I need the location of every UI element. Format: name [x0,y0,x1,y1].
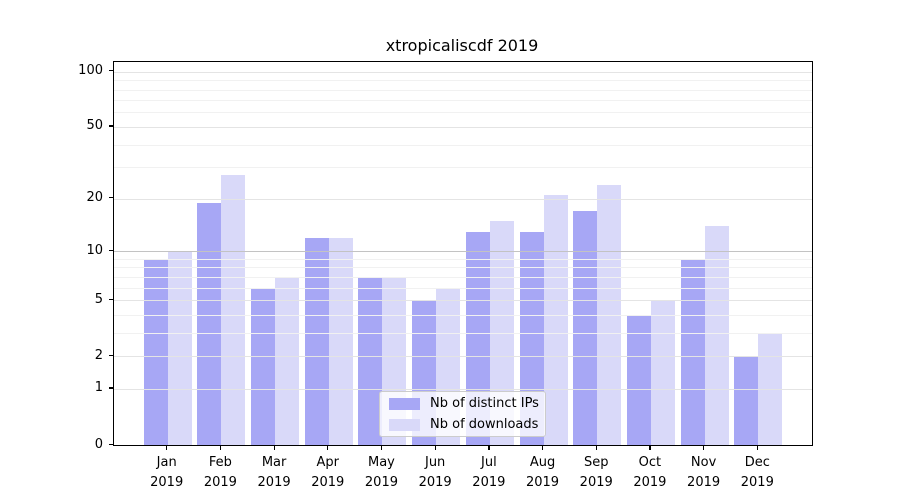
bar-distinct-ips-apr [304,237,329,445]
x-tick-label-mar: Mar 2019 [257,455,291,490]
x-tick-label-sep: Sep 2019 [579,455,613,490]
y-tick-label-10: 10 [86,242,103,258]
legend-label-distinct-ips: Nb of distinct IPs [430,396,539,411]
x-tick-mark-jul [488,445,490,450]
gridline-y-3 [114,332,812,334]
bar-downloads-nov [704,225,729,445]
gridline-y-90 [114,80,812,82]
y-tick-mark-1 [109,387,113,389]
x-tick-label-may: May 2019 [364,455,398,490]
y-tick-label-0: 0 [94,436,103,452]
gridline-y-60 [114,112,812,114]
bar-downloads-mar [275,276,300,445]
x-tick-mark-jan [166,445,168,450]
y-tick-mark-20 [109,197,113,199]
legend: Nb of distinct IPs Nb of downloads [379,391,546,437]
x-tick-mark-sep [595,445,597,450]
plot-area [113,61,813,446]
gridline-y-70 [114,100,812,102]
x-tick-mark-may [380,445,383,450]
gridline-y-30 [114,167,812,169]
bar-downloads-aug [543,194,568,445]
x-tick-mark-jun [434,445,436,450]
x-tick-mark-nov [703,445,705,450]
x-tick-label-aug: Aug 2019 [525,455,560,490]
y-tick-mark-100 [109,70,113,72]
bar-distinct-ips-sep [573,211,598,445]
gridline-y-50 [114,126,812,128]
bar-distinct-ips-may [358,276,383,445]
gridline-y-1 [114,388,812,390]
y-tick-mark-5 [109,298,113,300]
y-tick-mark-50 [109,125,113,127]
bar-distinct-ips-mar [251,287,276,445]
x-tick-label-apr: Apr 2019 [311,455,345,490]
bar-downloads-feb [221,175,246,445]
gridline-y-2 [114,356,812,358]
bar-distinct-ips-jan [143,258,168,445]
y-tick-label-50: 50 [86,118,103,134]
y-tick-label-20: 20 [86,190,103,206]
y-tick-mark-2 [109,354,113,356]
x-tick-mark-aug [542,445,544,450]
y-tick-label-100: 100 [78,63,103,79]
x-tick-mark-oct [649,445,651,450]
y-tick-label-1: 1 [94,380,103,396]
gridline-y-6 [114,287,812,289]
x-tick-label-jul: Jul 2019 [472,455,506,490]
x-tick-mark-apr [327,445,329,450]
x-tick-label-nov: Nov 2019 [687,455,721,490]
y-tick-mark-10 [109,249,113,251]
x-tick-label-jan: Jan 2019 [150,455,184,490]
x-tick-mark-feb [219,445,222,450]
gridline-y-4 [114,314,812,316]
y-tick-label-5: 5 [94,291,103,307]
bar-distinct-ips-oct [626,314,651,445]
x-tick-label-dec: Dec 2019 [740,455,774,490]
x-tick-mark-mar [273,445,275,450]
gridline-y-80 [114,89,812,91]
gridline-y-8 [114,267,812,269]
chart-title: xtropicaliscdf 2019 [385,36,539,55]
y-tick-mark-0 [109,443,113,445]
x-tick-label-feb: Feb 2019 [203,455,237,490]
bar-downloads-jan [167,251,192,445]
legend-row-distinct-ips: Nb of distinct IPs [380,396,545,411]
gridline-y-10 [114,251,812,253]
bar-downloads-apr [328,237,353,445]
bar-distinct-ips-dec [734,356,759,445]
bar-distinct-ips-nov [680,258,705,445]
x-tick-label-jun: Jun 2019 [418,455,452,490]
x-tick-mark-dec [756,445,758,450]
bar-downloads-oct [650,300,675,445]
gridline-y-7 [114,276,812,278]
gridline-y-5 [114,300,812,302]
gridline-y-40 [114,144,812,146]
legend-row-downloads: Nb of downloads [380,417,545,432]
gridline-y-9 [114,258,812,260]
gridline-y-100 [114,71,812,73]
bar-distinct-ips-feb [197,202,222,445]
legend-swatch-downloads [389,418,420,431]
legend-swatch-distinct-ips [389,397,420,410]
gridline-y-20 [114,198,812,200]
x-tick-label-oct: Oct 2019 [633,455,667,490]
legend-label-downloads: Nb of downloads [430,417,539,432]
y-tick-label-2: 2 [94,347,103,363]
